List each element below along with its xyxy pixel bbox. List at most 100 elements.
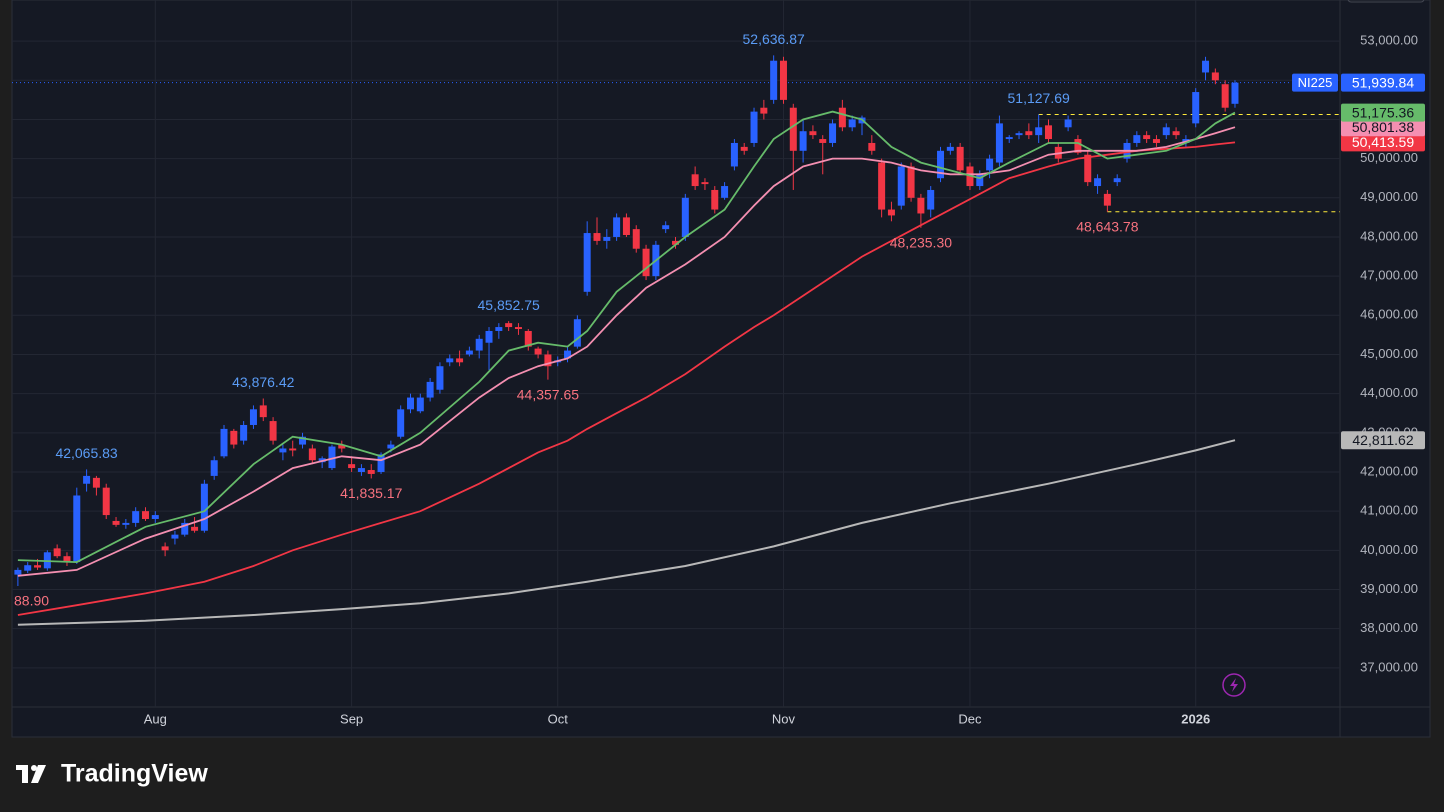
- y-tick-label: 41,000.00: [1360, 503, 1418, 518]
- price-tag-label: 42,811.62: [1352, 432, 1413, 448]
- candle-body: [112, 520, 120, 525]
- candle-body: [976, 174, 984, 187]
- ma-line: [17, 126, 1236, 577]
- candle-body: [1035, 127, 1043, 136]
- x-tick-label: Oct: [548, 711, 569, 726]
- extreme-label: 48,235.30: [890, 234, 952, 250]
- candle-body: [1103, 193, 1111, 206]
- candle-body: [1172, 131, 1180, 136]
- candle-body: [495, 327, 503, 331]
- y-tick-label: 42,000.00: [1360, 463, 1418, 478]
- alert-bolt: [1230, 678, 1238, 692]
- x-tick-label: Sep: [340, 711, 363, 726]
- candle-body: [299, 436, 307, 445]
- candle-body: [141, 511, 149, 519]
- candle-body: [770, 60, 778, 100]
- candle-body: [92, 477, 100, 488]
- candle-body: [956, 146, 964, 171]
- candle-body: [632, 229, 640, 249]
- candle-body: [151, 515, 159, 519]
- price-tag-label: 50,413.59: [1352, 134, 1414, 150]
- candle-body: [446, 358, 454, 363]
- candle-body: [887, 209, 895, 216]
- candle-body: [161, 546, 169, 551]
- candle-body: [181, 522, 189, 535]
- candle-body: [799, 131, 807, 151]
- candle-body: [946, 146, 954, 151]
- symbol-tag: [1292, 73, 1338, 92]
- candle-body: [465, 350, 473, 355]
- extreme-label: 52,636.87: [743, 31, 805, 47]
- candle-body: [338, 444, 346, 449]
- candle-body: [691, 174, 699, 187]
- candle-body: [240, 424, 248, 441]
- candle-body: [613, 217, 621, 237]
- extreme-label: 51,127.69: [1008, 90, 1070, 106]
- price-tag: [1341, 103, 1425, 122]
- y-tick-label: 53,000.00: [1360, 33, 1418, 48]
- candle-body: [1084, 154, 1092, 183]
- candle-body: [426, 381, 434, 398]
- candle-body: [1162, 127, 1170, 136]
- price-tag: [1341, 73, 1425, 92]
- candle-body: [848, 119, 856, 128]
- candle-body: [397, 409, 405, 437]
- candle-body: [642, 248, 650, 277]
- candle-body: [14, 569, 22, 575]
- y-tick-label: 40,000.00: [1360, 542, 1418, 557]
- extreme-label: 43,876.42: [232, 374, 294, 390]
- x-tick-label: Nov: [772, 711, 796, 726]
- candle-body: [1211, 72, 1219, 81]
- candle-body: [809, 131, 817, 136]
- candle-body: [760, 107, 768, 114]
- candle-body: [456, 358, 464, 363]
- candle-body: [102, 487, 110, 516]
- candle-body: [750, 111, 758, 143]
- candle-body: [436, 366, 444, 390]
- candle-body: [1133, 135, 1141, 143]
- candle-body: [63, 556, 71, 563]
- y-tick-label: 44,000.00: [1360, 385, 1418, 400]
- logo-mark: [31, 765, 46, 783]
- candle-body: [1202, 60, 1210, 73]
- y-tick-label: 49,000.00: [1360, 189, 1418, 204]
- candle-body: [721, 186, 729, 198]
- candle-body: [1044, 125, 1052, 140]
- candle-body: [662, 225, 670, 230]
- candle-body: [475, 338, 483, 351]
- toolbar-button[interactable]: [1347, 0, 1425, 3]
- candle-body: [328, 446, 336, 469]
- candle-body: [416, 397, 424, 412]
- candle-body: [171, 534, 179, 539]
- candle-body: [1015, 133, 1023, 136]
- candle-body: [269, 421, 277, 441]
- candle-body: [1231, 82, 1239, 104]
- candle-body: [514, 327, 522, 330]
- candle-body: [681, 197, 689, 237]
- candle-body: [73, 495, 81, 563]
- extreme-label: 42,065.83: [55, 445, 117, 461]
- candle-body: [387, 444, 395, 449]
- candle-body: [730, 142, 738, 167]
- y-tick-label: 50,000.00: [1360, 150, 1418, 165]
- candle-body: [701, 182, 709, 185]
- alert-icon[interactable]: [1222, 673, 1246, 697]
- brand-name: TradingView: [61, 760, 208, 788]
- candle-body: [230, 430, 238, 445]
- candle-body: [829, 123, 837, 143]
- price-tag-label: 50,801.38: [1352, 119, 1414, 135]
- candle-body: [357, 468, 365, 472]
- plot: 37,000.00 38,000.00 39,000.00 40,000.00 41,0…: [12, 0, 1425, 726]
- candle-body: [1064, 119, 1072, 128]
- candle-body: [348, 464, 356, 469]
- candle-body: [779, 60, 787, 100]
- candle-body: [1005, 137, 1013, 140]
- candle-body: [544, 354, 552, 367]
- candle-body: [740, 146, 748, 151]
- extreme-label: 88.90: [14, 593, 49, 609]
- candle-body: [83, 475, 91, 484]
- candle-body: [34, 565, 42, 568]
- symbol-label: NI225: [1298, 75, 1333, 90]
- candle-body: [367, 470, 375, 474]
